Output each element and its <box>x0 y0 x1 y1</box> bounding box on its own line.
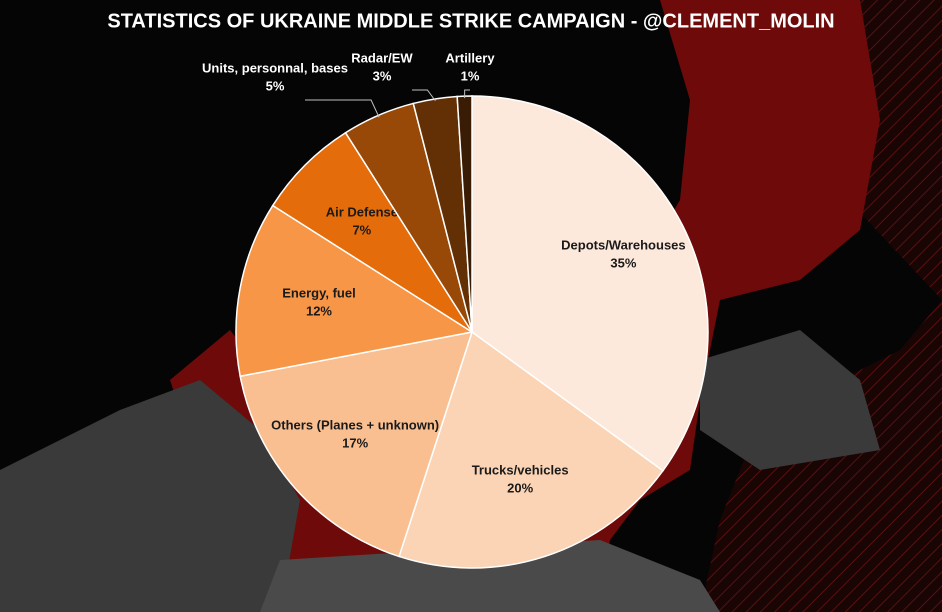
pie-slice <box>471 95 709 472</box>
slice-label: Others (Planes + unknown) <box>271 417 439 432</box>
pie-slice <box>271 131 473 333</box>
slice-value-label: 7% <box>352 222 371 237</box>
slice-value-label: 3% <box>373 68 392 83</box>
sea-azov <box>700 330 880 470</box>
slice-value-label: 1% <box>461 68 480 83</box>
sea <box>0 380 300 612</box>
slice-label: Trucks/vehicles <box>472 463 569 478</box>
chart-title: STATISTICS OF UKRAINE MIDDLE STRIKE CAMP… <box>107 10 834 32</box>
slice-value-label: 35% <box>610 255 636 270</box>
slice-label: Radar/EW <box>351 50 413 65</box>
leader-line <box>464 89 470 99</box>
pie-slice <box>398 330 664 569</box>
slice-label: Energy, fuel <box>282 285 355 300</box>
pie-slice <box>239 331 474 558</box>
slice-label: Artillery <box>445 50 495 65</box>
slice-value-label: 12% <box>306 303 332 318</box>
slice-label: Units, personnal, bases <box>202 60 348 75</box>
leader-line <box>305 99 380 118</box>
leader-line <box>412 89 436 102</box>
slice-label: Depots/Warehouses <box>561 237 686 252</box>
pie-slice <box>235 204 475 378</box>
slice-value-label: 20% <box>507 481 533 496</box>
pie: Depots/Warehouses 35% Trucks/vehicles 20% Ot… <box>202 50 709 569</box>
slice-value-label: 5% <box>266 78 285 93</box>
slice-label: Air Defense <box>326 204 398 219</box>
slice-value-label: 17% <box>342 435 368 450</box>
crimea <box>260 540 720 612</box>
